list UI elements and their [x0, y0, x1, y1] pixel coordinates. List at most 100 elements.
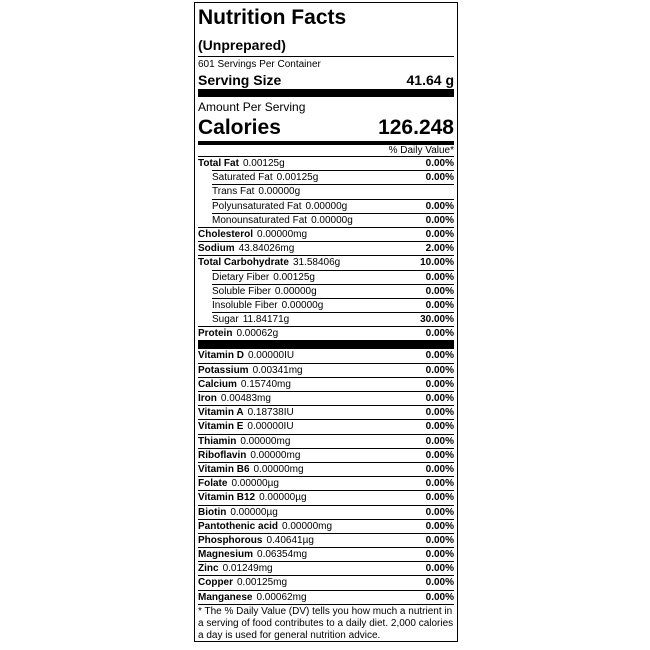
- nutrient-name: Soluble Fiber: [212, 285, 271, 297]
- daily-value: 0.00%: [425, 449, 454, 461]
- nutrient-row: Soluble Fiber 0.00000g 0.00%: [212, 283, 454, 298]
- nutrient-name: Phosphorous: [198, 534, 263, 546]
- nutrient-name: Protein: [198, 328, 233, 340]
- nutrient-name: Magnesium: [198, 549, 254, 561]
- daily-value: 0.00%: [425, 350, 454, 362]
- nutrient-list: Total Fat 0.00125g 0.00% Saturated Fat 0.001…: [198, 156, 454, 340]
- daily-value: 0.00%: [425, 285, 454, 297]
- nutrient-name: Insoluble Fiber: [212, 299, 278, 311]
- nutrient-row: Trans Fat 0.00000g: [212, 184, 454, 198]
- nutrient-row: Potassium 0.00341mg 0.00%: [198, 362, 454, 377]
- nutrient-amount: 0.00000IU: [247, 421, 294, 433]
- nutrient-amount: 0.00000IU: [247, 350, 295, 362]
- daily-value: 0.00%: [425, 299, 454, 311]
- nutrient-amount: 0.00000g: [311, 214, 353, 226]
- nutrient-cell: Polyunsaturated Fat 0.00000g: [212, 200, 347, 213]
- nutrient-amount: 0.00341mg: [252, 364, 303, 376]
- daily-value: 0.00%: [425, 549, 454, 561]
- daily-value: 0.00%: [425, 534, 454, 546]
- nutrient-row: Saturated Fat 0.00125g 0.00%: [212, 170, 454, 184]
- nutrient-amount: 0.01249mg: [222, 563, 273, 575]
- nutrient-amount: 0.00125g: [242, 158, 285, 169]
- nutrient-cell: Manganese 0.00062mg: [198, 591, 307, 604]
- nutrient-amount: 0.00000mg: [257, 228, 308, 240]
- serving-size-value: 41.64 g: [406, 72, 454, 88]
- daily-value: 0.00%: [425, 214, 454, 226]
- calories: Calories 126.248: [198, 115, 454, 141]
- nutrient-amount: 0.00000g: [281, 299, 324, 311]
- nutrient-amount: 0.00125g: [273, 271, 315, 283]
- nutrient-row: Folate 0.00000µg 0.00%: [198, 476, 454, 490]
- daily-value: 0.00%: [425, 393, 454, 404]
- nutrient-name: Copper: [198, 577, 233, 589]
- nutrient-cell: Total Fat 0.00125g: [198, 157, 285, 170]
- nutrient-cell: Thiamin 0.00000mg: [198, 435, 290, 448]
- daily-value: 0.00%: [425, 435, 454, 447]
- nutrient-cell: Potassium 0.00341mg: [198, 364, 303, 377]
- nutrient-row: Sodium 43.84026mg 2.00%: [198, 241, 454, 255]
- nutrient-cell: Cholesterol 0.00000mg: [198, 228, 307, 241]
- nutrient-row: Polyunsaturated Fat 0.00000g 0.00%: [212, 198, 454, 213]
- nutrient-cell: Total Carbohydrate 31.58406g: [198, 256, 340, 269]
- nutrient-row: Magnesium 0.06354mg 0.00%: [198, 547, 454, 561]
- dv-header: % Daily Value*: [388, 145, 454, 156]
- nutrient-cell: Protein 0.00062g: [198, 327, 278, 340]
- nutrient-cell: Soluble Fiber 0.00000g: [212, 285, 317, 298]
- nutrient-name: Zinc: [198, 563, 219, 575]
- nutrient-row: Dietary Fiber 0.00125g 0.00%: [212, 269, 454, 284]
- nutrient-row: Total Fat 0.00125g 0.00%: [198, 156, 454, 170]
- divider: [198, 340, 454, 349]
- nutrient-name: Biotin: [198, 506, 227, 518]
- daily-value: 0.00%: [425, 172, 454, 184]
- daily-value: 0.00%: [425, 492, 454, 504]
- nutrient-amount: 0.00000mg: [282, 520, 333, 532]
- daily-value: 0.00%: [425, 158, 454, 169]
- daily-value: 0.00%: [425, 463, 454, 475]
- nutrient-row: Calcium 0.15740mg 0.00%: [198, 376, 454, 391]
- nutrient-amount: 0.00000µg: [231, 478, 279, 490]
- nutrient-cell: Vitamin B12 0.00000µg: [198, 491, 307, 504]
- nutrient-name: Vitamin B12: [198, 492, 256, 504]
- nutrient-row: Riboflavin 0.00000mg 0.00%: [198, 447, 454, 462]
- nutrient-name: Total Fat: [198, 158, 239, 169]
- nutrient-amount: 0.00000µg: [230, 506, 278, 518]
- nutrient-cell: Sodium 43.84026mg: [198, 242, 294, 255]
- daily-value: 0.00%: [425, 271, 454, 283]
- daily-value: 0.00%: [425, 228, 454, 240]
- nutrient-amount: 0.00000µg: [259, 492, 307, 504]
- daily-value: 0.00%: [425, 563, 454, 575]
- nutrient-name: Sugar: [212, 314, 239, 326]
- nutrient-name: Monounsaturated Fat: [212, 214, 308, 226]
- servings: 601 Servings Per Container: [198, 59, 321, 70]
- nutrient-cell: Magnesium 0.06354mg: [198, 548, 307, 561]
- title: Nutrition Facts: [198, 6, 347, 29]
- daily-value: 2.00%: [425, 243, 454, 255]
- nutrient-amount: 11.84171g: [242, 314, 290, 326]
- nutrient-cell: Biotin 0.00000µg: [198, 506, 278, 519]
- nutrient-row: Copper 0.00125mg 0.00%: [198, 575, 454, 589]
- nutrient-amount: 0.00000g: [274, 285, 317, 297]
- daily-value: 0.00%: [425, 364, 454, 376]
- nutrient-amount: 31.58406g: [292, 257, 341, 269]
- nutrient-cell: Monounsaturated Fat 0.00000g: [212, 214, 353, 227]
- nutrient-row: Thiamin 0.00000mg 0.00%: [198, 433, 454, 448]
- nutrient-row: Vitamin B12 0.00000µg 0.00%: [198, 490, 454, 504]
- nutrient-amount: 0.00000mg: [240, 435, 291, 447]
- nutrient-row: Vitamin D 0.00000IU 0.00%: [198, 348, 454, 362]
- nutrient-row: Insoluble Fiber 0.00000g 0.00%: [212, 297, 454, 312]
- calories-value: 126.248: [378, 116, 454, 139]
- vitamin-list: Vitamin D 0.00000IU 0.00% Potassium 0.00341m…: [198, 348, 454, 603]
- nutrient-name: Trans Fat: [212, 186, 255, 198]
- nutrient-amount: 0.00000mg: [250, 449, 301, 461]
- nutrient-amount: 0.00483mg: [220, 393, 271, 404]
- nutrient-name: Vitamin D: [198, 350, 244, 362]
- nutrient-cell: Saturated Fat 0.00125g: [212, 171, 318, 184]
- nutrient-amount: 0.00000g: [258, 186, 301, 198]
- nutrient-amount: 0.00000mg: [253, 463, 304, 475]
- amount-per-serving: Amount Per Serving: [198, 100, 306, 114]
- nutrient-row: Vitamin B6 0.00000mg 0.00%: [198, 461, 454, 476]
- nutrient-amount: 0.00000g: [305, 200, 348, 212]
- nutrient-name: Folate: [198, 478, 228, 490]
- calories-label: Calories: [198, 116, 281, 139]
